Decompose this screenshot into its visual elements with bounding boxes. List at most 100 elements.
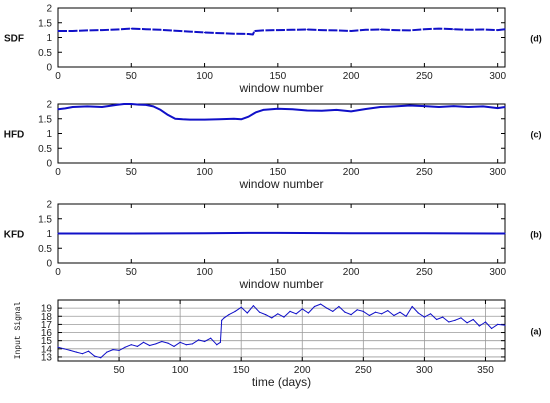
x-tick-label: 250 — [416, 267, 433, 278]
data-point — [191, 343, 193, 345]
data-point — [453, 28, 455, 30]
x-tick-label: 100 — [196, 167, 213, 178]
data-point — [307, 312, 309, 314]
x-tick-label: 350 — [477, 365, 494, 376]
data-point — [467, 106, 469, 108]
x-tick-label: 200 — [294, 365, 311, 376]
data-point — [438, 106, 440, 108]
data-point — [504, 28, 506, 30]
data-point — [484, 321, 487, 323]
data-point — [417, 312, 419, 314]
data-point — [57, 108, 59, 110]
data-point — [504, 324, 506, 326]
data-point — [482, 105, 484, 107]
y-tick-label: 0.5 — [38, 144, 52, 155]
data-point — [118, 349, 120, 352]
data-point — [504, 232, 506, 235]
data-point — [253, 30, 255, 32]
plot-frame — [57, 7, 506, 68]
data-point — [130, 232, 132, 235]
data-point — [379, 28, 382, 31]
data-point — [497, 29, 499, 31]
data-point — [350, 30, 352, 32]
data-point — [338, 305, 340, 308]
data-point — [69, 349, 71, 352]
data-point — [368, 314, 371, 317]
data-point — [210, 337, 212, 339]
y-tick-label: 0 — [46, 259, 52, 270]
data-point — [319, 303, 322, 305]
plot-frame — [57, 299, 506, 362]
data-point — [478, 325, 480, 327]
data-point — [335, 29, 338, 32]
panel-label: (c) — [531, 130, 542, 140]
data-point — [423, 105, 425, 107]
data-point — [138, 103, 140, 106]
x-tick-label: 100 — [196, 71, 213, 82]
y-tick-label: 0.5 — [38, 48, 52, 59]
data-point — [466, 322, 468, 324]
data-point — [130, 28, 132, 30]
data-point — [167, 342, 169, 344]
x-tick-label: 300 — [489, 167, 506, 178]
data-point — [216, 344, 218, 346]
data-point — [203, 340, 206, 343]
data-point — [63, 348, 65, 350]
y-tick-label: 2 — [46, 100, 52, 111]
x-tick-label: 0 — [55, 167, 61, 178]
data-point — [159, 29, 162, 31]
data-point — [277, 313, 279, 315]
data-point — [246, 312, 248, 314]
data-point — [265, 314, 267, 316]
data-point — [350, 232, 352, 234]
data-point — [306, 109, 308, 112]
data-point — [247, 116, 250, 118]
y-tick-label: 1.5 — [38, 114, 52, 125]
y-axis-label: KFD — [4, 230, 25, 241]
data-point — [472, 318, 474, 321]
data-point — [100, 357, 102, 359]
data-point — [174, 118, 176, 120]
data-point — [124, 346, 126, 348]
y-tick-label: 0.5 — [38, 244, 52, 255]
data-point — [423, 232, 425, 234]
y-tick-label: 15 — [41, 336, 53, 347]
data-point — [203, 31, 206, 34]
data-point — [409, 29, 411, 32]
data-point — [219, 341, 222, 343]
data-point — [301, 308, 303, 310]
data-point — [86, 105, 88, 107]
data-point — [197, 339, 200, 341]
y-axis-label: HFD — [4, 130, 25, 141]
data-point — [189, 119, 191, 121]
data-point — [394, 29, 396, 31]
series-line-sdf — [58, 27, 506, 36]
x-axis-label: time (days) — [252, 375, 311, 389]
data-point — [145, 104, 147, 106]
x-tick-label: 300 — [489, 267, 506, 278]
y-tick-label: 0 — [46, 159, 52, 170]
data-point — [271, 317, 273, 319]
y-tick-label: 0 — [46, 63, 52, 74]
x-tick-label: 50 — [126, 167, 138, 178]
data-point — [262, 109, 264, 111]
data-point — [365, 108, 367, 110]
x-tick-label: 250 — [416, 71, 433, 82]
series-line-hfd — [57, 103, 506, 121]
data-point — [399, 311, 401, 313]
data-point — [411, 305, 413, 308]
data-point — [101, 29, 103, 31]
data-point — [173, 345, 175, 347]
data-point — [387, 309, 389, 312]
data-point — [423, 28, 425, 30]
data-point — [72, 30, 74, 32]
y-tick-label: 2 — [46, 4, 52, 15]
data-point — [291, 29, 294, 31]
data-point — [423, 316, 425, 318]
series-line-input — [57, 303, 506, 359]
data-point — [145, 28, 147, 30]
data-point — [247, 33, 250, 35]
data-point — [344, 311, 346, 313]
data-point — [262, 29, 264, 32]
data-point — [393, 314, 395, 317]
